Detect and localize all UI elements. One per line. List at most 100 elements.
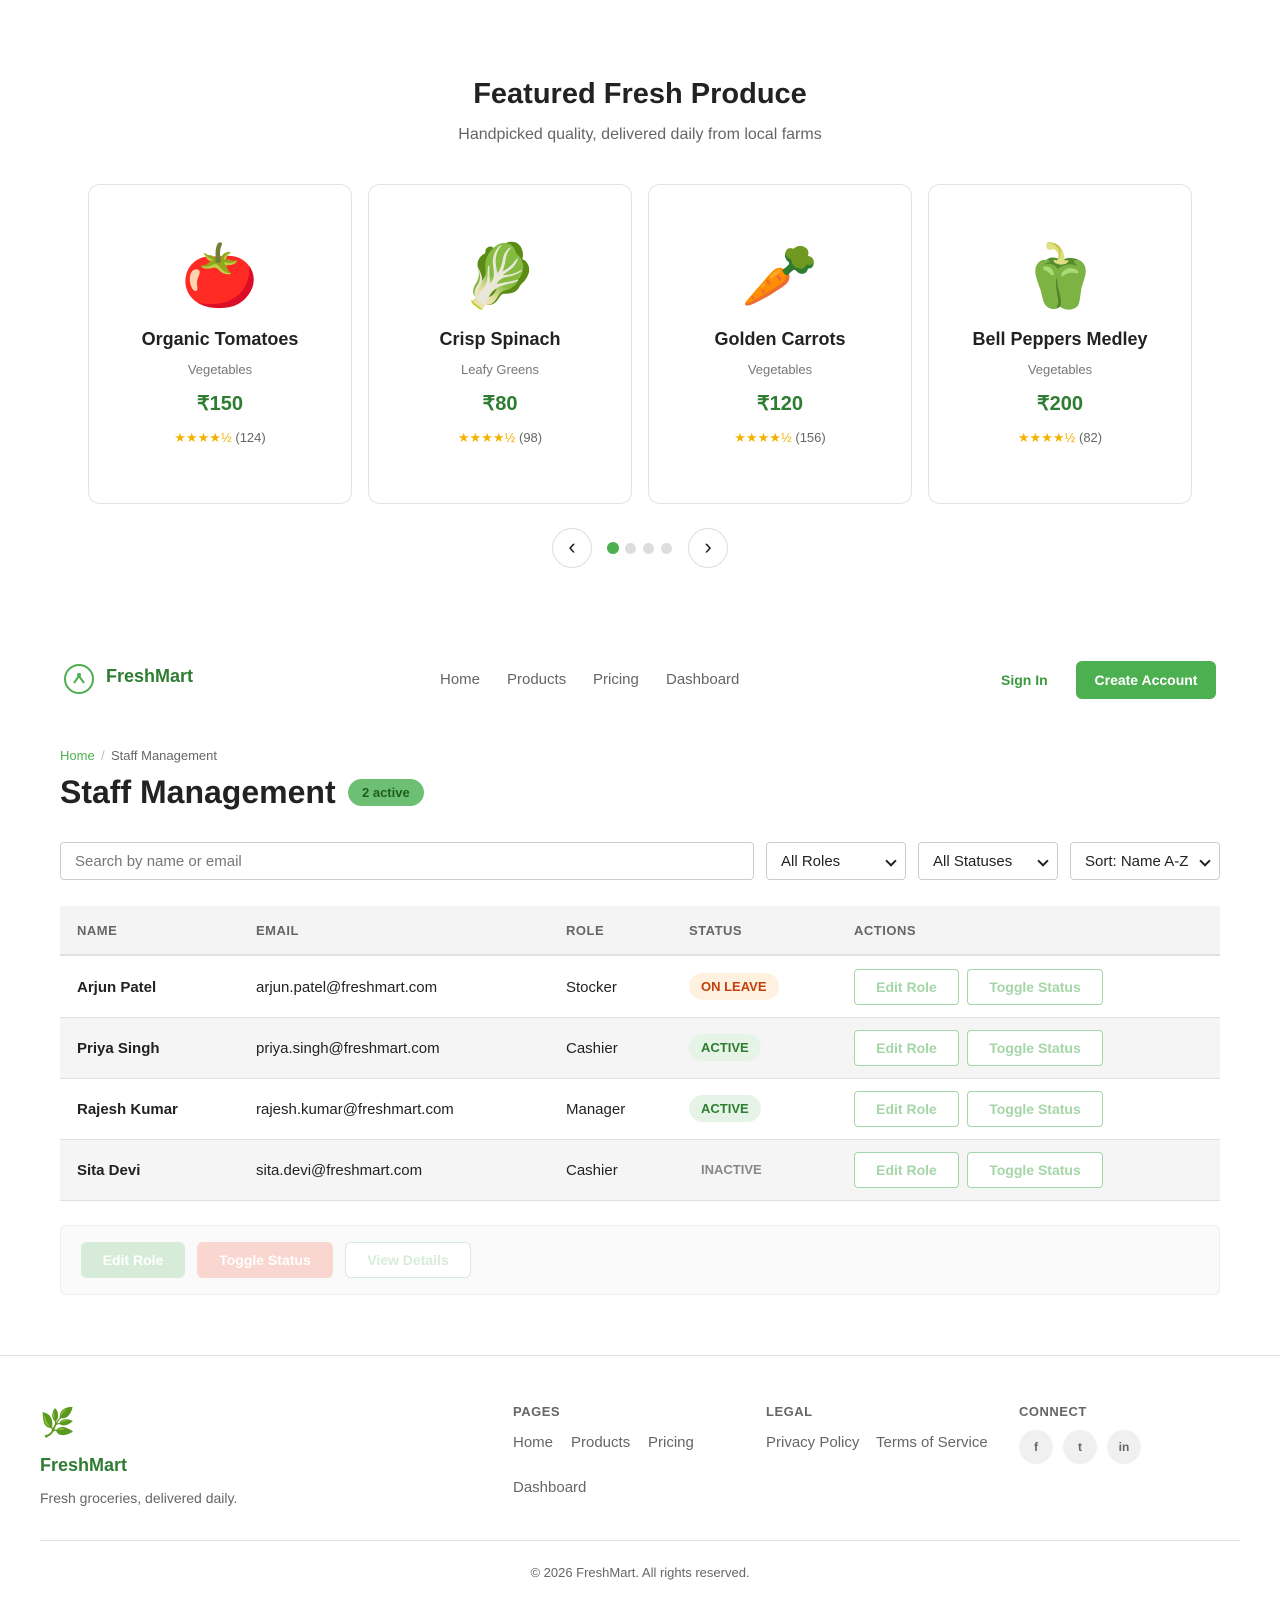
edit-role-button[interactable]: Edit Role: [854, 969, 959, 1005]
rating: ★★★★½ (156): [649, 430, 911, 446]
social-icon[interactable]: t: [1063, 1430, 1097, 1464]
section-title: Featured Fresh Produce: [473, 78, 807, 110]
footer-link[interactable]: Terms of Service: [876, 1434, 988, 1451]
carousel-dot[interactable]: [625, 543, 636, 554]
status-badge: ACTIVE: [689, 1034, 761, 1061]
staff-name: Sita Devi: [77, 1162, 141, 1179]
staff-email: sita.devi@freshmart.com: [256, 1162, 423, 1179]
product-card[interactable]: 🍅 Organic Tomatoes Vegetables ₹150 ★★★★½ (12…: [88, 184, 352, 504]
status-badge: ACTIVE: [689, 1095, 761, 1122]
footer-border: [0, 1355, 1280, 1356]
edit-role-button[interactable]: Edit Role: [854, 1152, 959, 1188]
product-price: ₹150: [196, 393, 244, 415]
product-price: ₹120: [756, 393, 804, 415]
column-header: STATUS: [689, 923, 743, 938]
page-title: Staff Management: [60, 774, 336, 810]
sort-select[interactable]: Sort: Name A-Z: [1070, 842, 1220, 880]
bulk-view-details[interactable]: View Details: [345, 1242, 471, 1278]
footer-heading: CONNECT: [1019, 1404, 1087, 1419]
table-header: [60, 906, 1220, 956]
sign-in[interactable]: Sign In: [1001, 672, 1048, 688]
toggle-status-button[interactable]: Toggle Status: [967, 969, 1103, 1005]
staff-role: Stocker: [566, 979, 617, 996]
product-price: ₹200: [1036, 393, 1084, 415]
product-price: ₹80: [482, 393, 518, 415]
column-header: EMAIL: [256, 923, 299, 938]
toggle-status-button[interactable]: Toggle Status: [967, 1030, 1103, 1066]
edit-role-button[interactable]: Edit Role: [854, 1030, 959, 1066]
bulk-edit-role[interactable]: Edit Role: [81, 1242, 185, 1278]
social-icon[interactable]: f: [1019, 1430, 1053, 1464]
breadcrumb-separator: /: [101, 748, 105, 763]
nav-link[interactable]: Dashboard: [666, 671, 740, 688]
footer-link[interactable]: Products: [571, 1434, 631, 1451]
social-icon[interactable]: in: [1107, 1430, 1141, 1464]
product-name: Golden Carrots: [714, 329, 846, 349]
footer-link[interactable]: Privacy Policy: [766, 1434, 860, 1451]
bulk-toggle-status[interactable]: Toggle Status: [197, 1242, 333, 1278]
staff-name: Rajesh Kumar: [77, 1101, 178, 1118]
staff-name: Arjun Patel: [77, 979, 157, 996]
role-select[interactable]: All Roles: [766, 842, 906, 880]
carousel-dot[interactable]: [607, 542, 619, 554]
stars: ★★★★½: [1017, 430, 1076, 445]
prev-button[interactable]: ‹: [552, 528, 592, 568]
footer-logo: 🌿: [40, 1406, 75, 1439]
footer-link[interactable]: Dashboard: [513, 1479, 587, 1496]
status-badge: INACTIVE: [689, 1156, 774, 1183]
carousel-dot[interactable]: [643, 543, 654, 554]
next-button[interactable]: ›: [688, 528, 728, 568]
product-card[interactable]: 🥕 Golden Carrots Vegetables ₹120 ★★★★½ (156): [648, 184, 912, 504]
edit-role-button[interactable]: Edit Role: [854, 1091, 959, 1127]
staff-role: Cashier: [566, 1040, 618, 1057]
staff-name: Priya Singh: [77, 1040, 160, 1057]
product-category: Vegetables: [1027, 362, 1093, 377]
toggle-status-button[interactable]: Toggle Status: [967, 1091, 1103, 1127]
breadcrumb-link[interactable]: Home: [60, 748, 95, 763]
rating: ★★★★½ (98): [369, 430, 631, 446]
staff-email: rajesh.kumar@freshmart.com: [256, 1101, 454, 1118]
staff-email: priya.singh@freshmart.com: [256, 1040, 440, 1057]
footer-heading: PAGES: [513, 1404, 561, 1419]
nav-link[interactable]: Products: [507, 671, 567, 688]
staff-role: Cashier: [566, 1162, 618, 1179]
footer-link[interactable]: Home: [513, 1434, 554, 1451]
footer-tagline: Fresh groceries, delivered daily.: [40, 1490, 238, 1506]
stars: ★★★★½: [734, 430, 792, 445]
carousel-dot[interactable]: [661, 543, 672, 554]
count-badge: 2 active: [348, 779, 424, 806]
column-header: NAME: [77, 923, 118, 938]
product-category: Vegetables: [187, 362, 253, 377]
product-card[interactable]: 🥬 Crisp Spinach Leafy Greens ₹80 ★★★★½ (98): [368, 184, 632, 504]
product-category: Leafy Greens: [460, 362, 540, 377]
create-account[interactable]: Create Account: [1076, 661, 1216, 699]
status-badge: ON LEAVE: [689, 973, 779, 1000]
footer-link[interactable]: Pricing: [648, 1434, 694, 1451]
stars: ★★★★½: [457, 430, 516, 445]
review-count: (98): [518, 430, 543, 445]
staff-email: arjun.patel@freshmart.com: [256, 979, 438, 996]
section-subtitle: Handpicked quality, delivered daily from…: [458, 126, 822, 143]
copyright: © 2026 FreshMart. All rights reserved.: [530, 1565, 750, 1580]
footer-brand: FreshMart: [40, 1455, 128, 1475]
product-image: 🥬: [461, 239, 539, 312]
rating: ★★★★½ (124): [89, 430, 351, 446]
nav-link[interactable]: Pricing: [593, 671, 639, 688]
toggle-status-button[interactable]: Toggle Status: [967, 1152, 1103, 1188]
breadcrumb-current: Staff Management: [111, 748, 217, 763]
product-name: Organic Tomatoes: [141, 329, 299, 349]
review-count: (156): [795, 430, 826, 445]
logo-icon: [64, 664, 94, 694]
stars: ★★★★½: [174, 430, 232, 445]
brand[interactable]: FreshMart: [106, 666, 194, 686]
review-count: (124): [235, 430, 266, 445]
footer-divider: [40, 1540, 1240, 1541]
product-image: 🫑: [1021, 239, 1099, 312]
footer-heading: LEGAL: [766, 1404, 813, 1419]
search-input[interactable]: Search by name or email: [60, 842, 754, 880]
status-select[interactable]: All Statuses: [918, 842, 1058, 880]
nav-link[interactable]: Home: [440, 671, 481, 688]
product-card[interactable]: 🫑 Bell Peppers Medley Vegetables ₹200 ★★★★½ …: [928, 184, 1192, 504]
column-header: ROLE: [566, 923, 605, 938]
